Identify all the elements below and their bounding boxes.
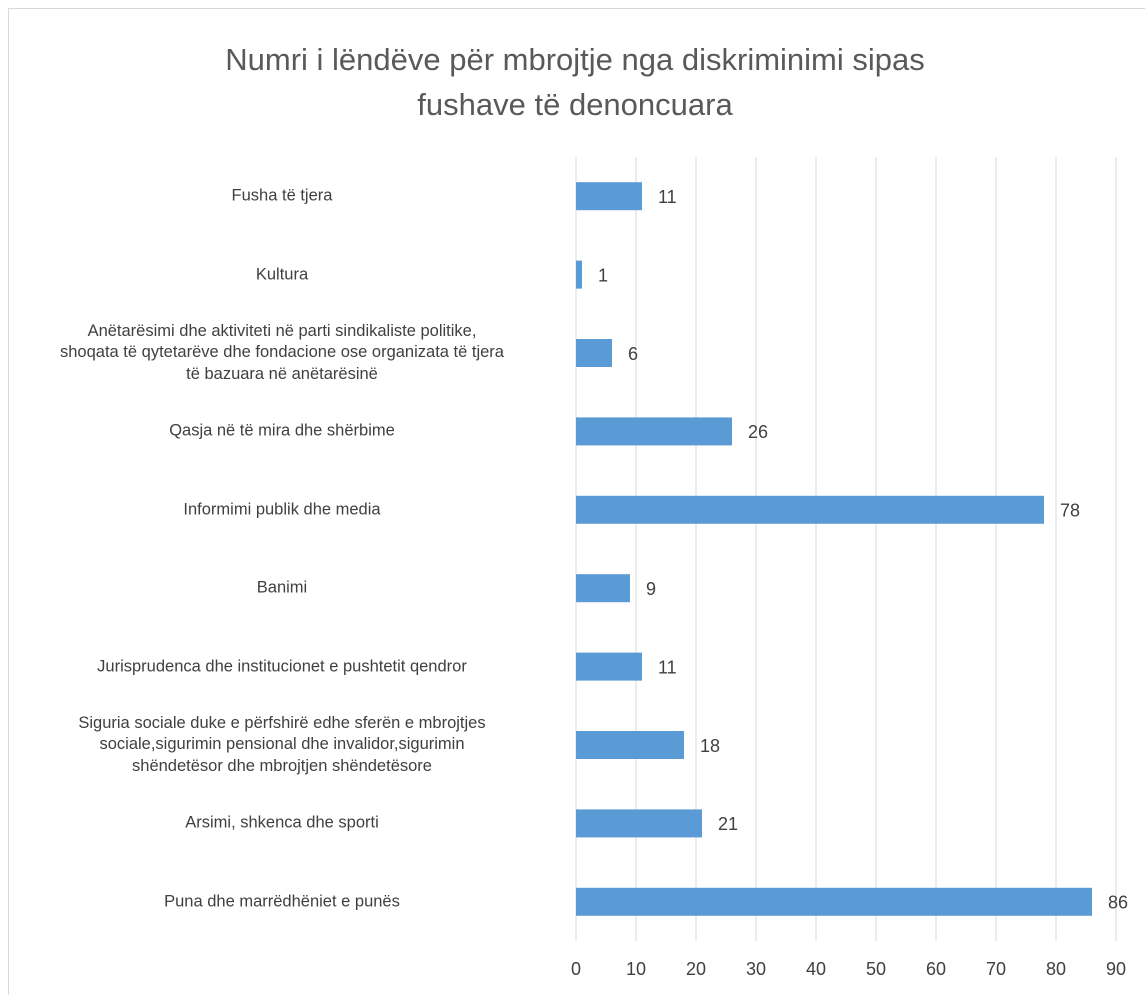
x-tick-label: 30 (746, 959, 766, 979)
value-label: 26 (748, 422, 768, 442)
chart-title: Numri i lëndëve për mbrojtje nga diskrim… (225, 42, 925, 122)
category-label: Fusha të tjera (231, 186, 333, 205)
category-label: Arsimi, shkenca dhe sporti (185, 813, 379, 832)
value-label: 1 (598, 265, 608, 285)
category-label: Anëtarësimi dhe aktiviteti në parti sind… (60, 321, 504, 383)
bar (576, 417, 732, 446)
value-label: 6 (628, 344, 638, 364)
category-label: Puna dhe marrëdhëniet e punës (164, 892, 400, 911)
bar (576, 574, 630, 603)
bar (576, 260, 582, 289)
chart-border (8, 8, 1145, 995)
bar (576, 652, 642, 681)
x-tick-label: 80 (1046, 959, 1066, 979)
bar (576, 339, 612, 367)
x-tick-label: 60 (926, 959, 946, 979)
bar (576, 495, 1044, 524)
value-label: 11 (658, 187, 677, 207)
category-label: Informimi publik dhe media (183, 500, 381, 519)
category-label: Banimi (256, 578, 308, 597)
bar (576, 887, 1092, 916)
bar (576, 182, 642, 211)
x-tick-label: 50 (866, 959, 886, 979)
x-tick-label: 70 (986, 959, 1006, 979)
bar (576, 731, 684, 759)
value-label: 86 (1108, 893, 1128, 913)
x-tick-label: 0 (571, 959, 581, 979)
x-tick-label: 40 (806, 959, 826, 979)
category-label: Kultura (255, 264, 309, 283)
value-label: 21 (718, 814, 738, 834)
category-label: Siguria sociale duke e përfshirë edhe sf… (78, 713, 486, 775)
category-label: Qasja në të mira dhe shërbime (169, 421, 395, 440)
value-label: 9 (646, 579, 656, 599)
x-tick-label: 20 (686, 959, 706, 979)
category-label: Jurisprudenca dhe institucionet e pushte… (97, 656, 467, 675)
bar (576, 809, 702, 838)
x-tick-label: 10 (626, 959, 646, 979)
value-label: 11 (658, 657, 677, 677)
value-label: 18 (700, 736, 720, 756)
x-tick-label: 90 (1106, 959, 1126, 979)
value-label: 78 (1060, 501, 1080, 521)
